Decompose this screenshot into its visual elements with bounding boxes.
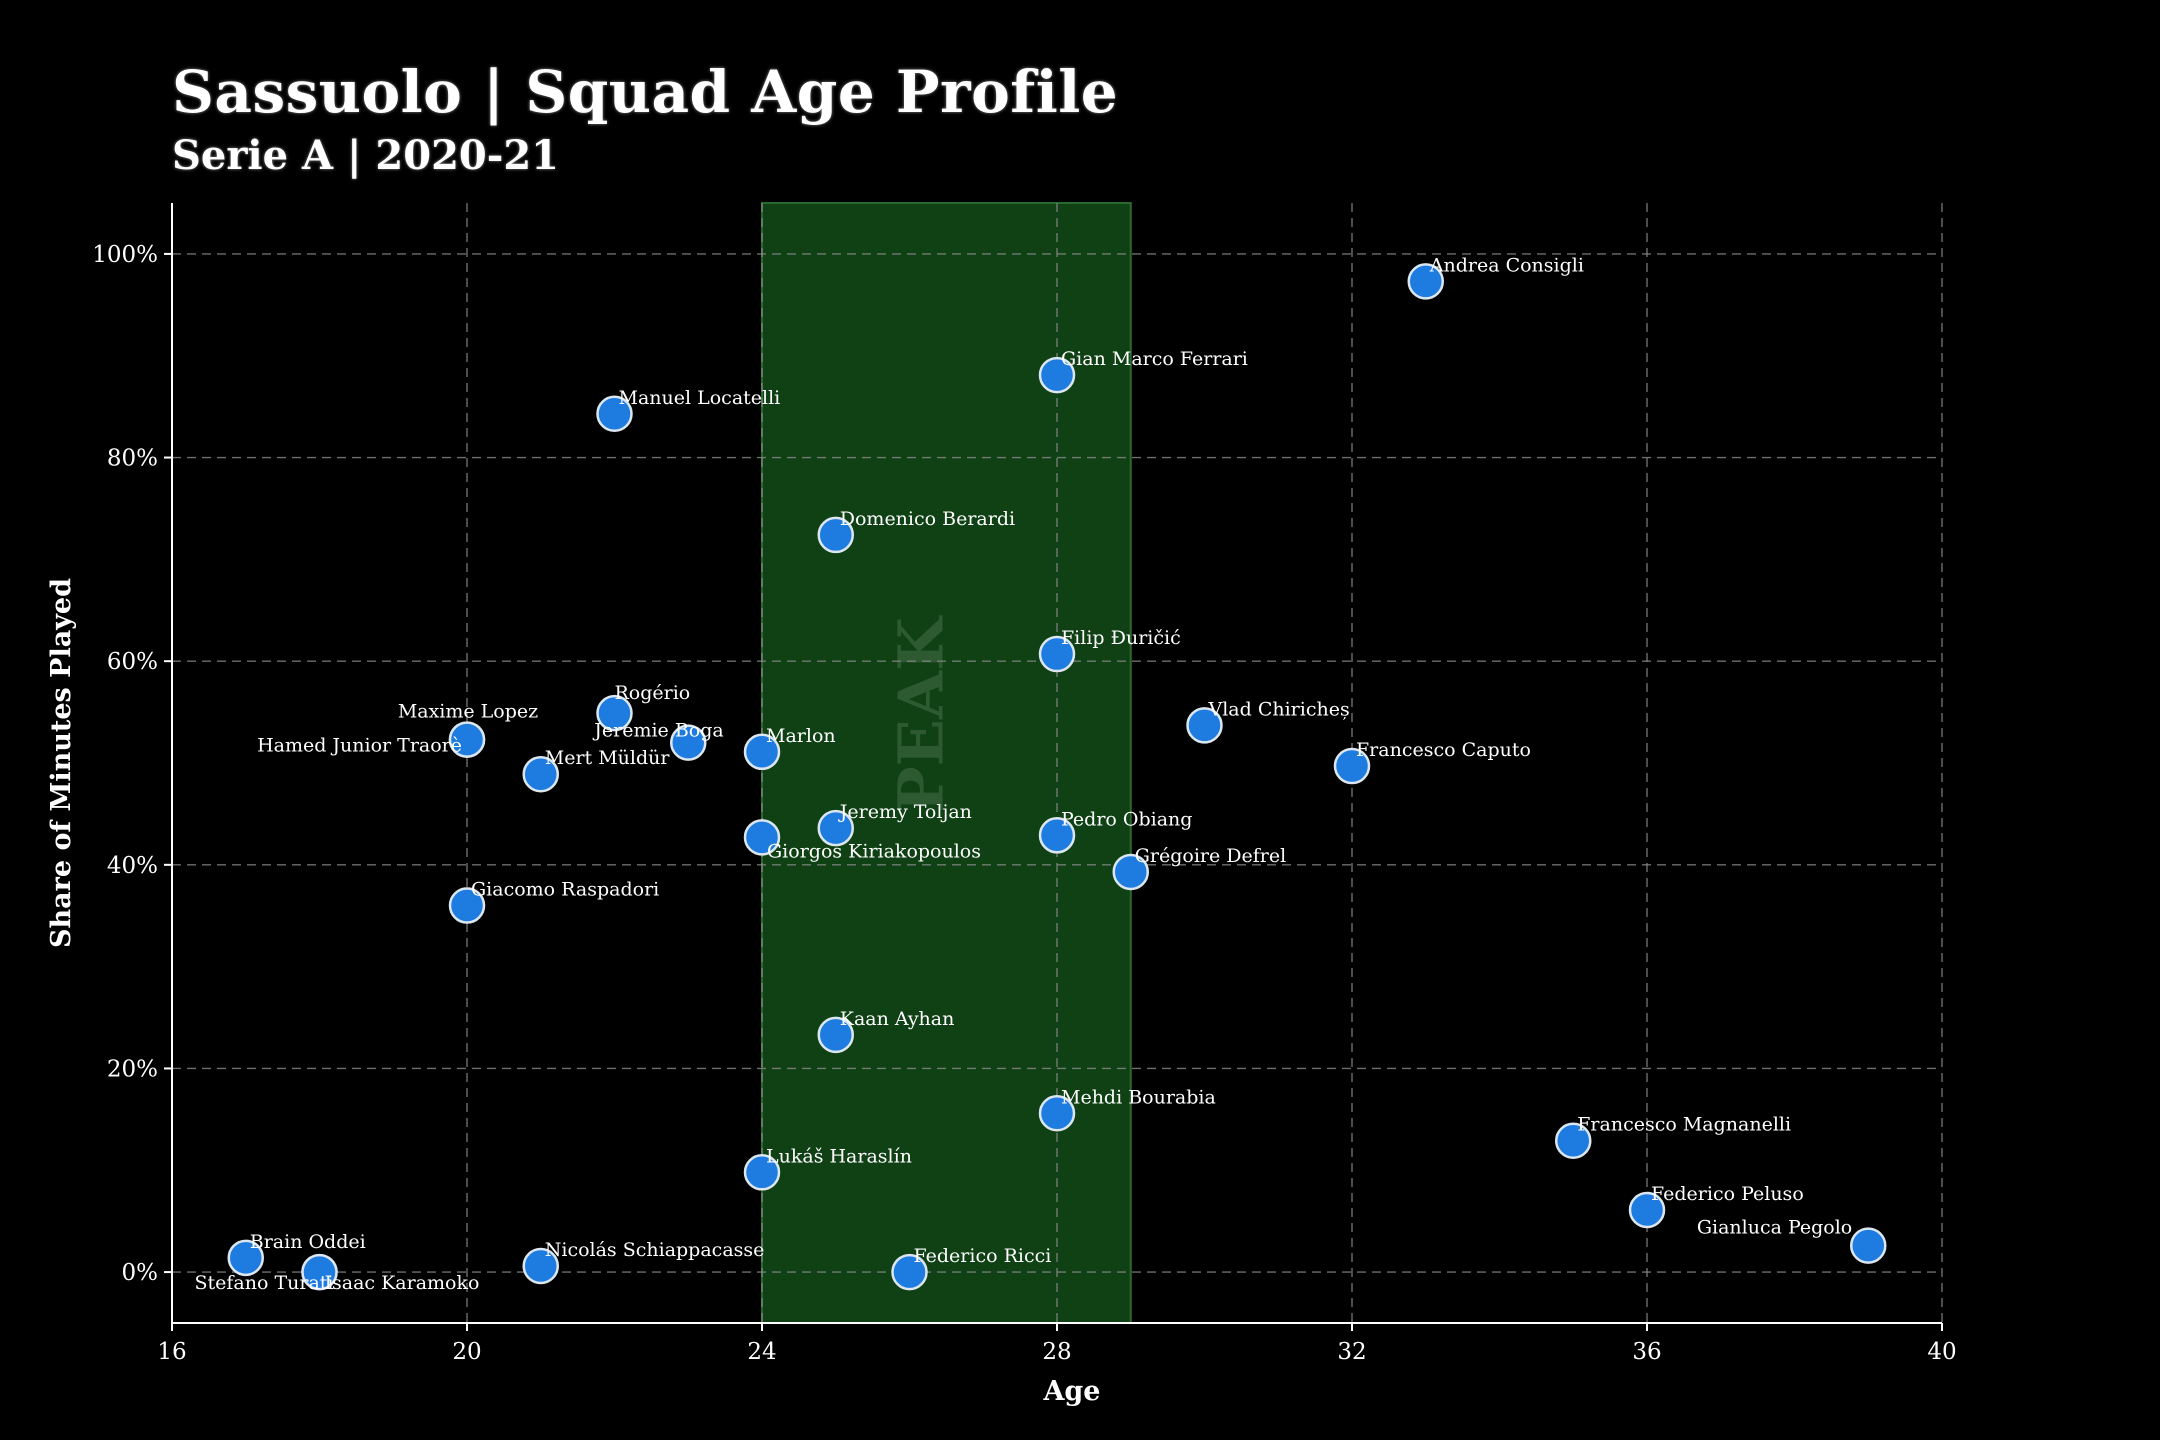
data-point xyxy=(596,395,633,433)
point-label: Hamed Junior Traorè xyxy=(257,735,462,757)
y-tick-label: 60% xyxy=(107,649,158,675)
point-label: Mehdi Bourabia xyxy=(1061,1086,1216,1108)
point-label: Mert Müldür xyxy=(545,747,671,769)
point-label: Federico Peluso xyxy=(1651,1183,1804,1205)
point-label: Isaac Karamoko xyxy=(325,1272,480,1294)
data-point xyxy=(1407,263,1444,300)
point-label: Lukáš Haraslín xyxy=(766,1145,912,1167)
point-label: Giacomo Raspadori xyxy=(471,879,659,901)
data-point xyxy=(448,887,486,924)
data-point xyxy=(522,755,559,793)
chart-title: Sassuolo | Squad Age Profile xyxy=(172,58,1119,126)
point-label: Francesco Magnanelli xyxy=(1577,1114,1791,1136)
data-point xyxy=(1333,747,1371,785)
peak-band xyxy=(761,202,1132,1324)
point-label: Jeremy Toljan xyxy=(838,801,972,823)
x-tick-label: 32 xyxy=(1337,1339,1366,1365)
axes-layer: 16 20 24 28 32 36 40 0% 20% 40% 60% 80% 100% Age Share… xyxy=(46,203,1957,1407)
data-point xyxy=(817,809,854,847)
data-point xyxy=(743,1154,781,1191)
x-tick-label: 24 xyxy=(747,1339,776,1365)
data-point xyxy=(1555,1122,1592,1159)
data-point xyxy=(1112,853,1149,891)
chart-subtitle: Serie A | 2020-21 xyxy=(172,132,560,179)
point-label: Grégoire Defrel xyxy=(1135,845,1286,867)
point-label: Gian Marco Ferrari xyxy=(1061,348,1248,370)
point-label: Francesco Caputo xyxy=(1356,739,1531,761)
data-point xyxy=(1038,356,1076,394)
y-tick-label: 40% xyxy=(107,853,158,879)
data-point xyxy=(1038,817,1076,854)
points-layer xyxy=(227,263,1887,1291)
point-label: Giorgos Kiriakopoulos xyxy=(767,840,981,862)
y-axis-label: Share of Minutes Played xyxy=(46,578,77,948)
data-point xyxy=(1038,635,1076,673)
point-label: Rogério xyxy=(615,682,691,704)
peak-label: PEAK xyxy=(884,615,957,813)
y-tick-label: 20% xyxy=(107,1056,158,1082)
point-label: Brain Oddei xyxy=(250,1231,366,1253)
point-label: Andrea Consigli xyxy=(1429,254,1584,276)
data-point xyxy=(817,516,854,554)
point-labels-layer: Andrea Consigli Gian Marco Ferrari Manuel … xyxy=(195,254,1853,1294)
point-label: Jeremie Boga xyxy=(592,720,723,742)
data-point xyxy=(522,1247,559,1285)
point-label: Manuel Locatelli xyxy=(619,387,781,409)
data-point xyxy=(817,1016,854,1054)
data-point xyxy=(1628,1191,1666,1229)
point-label: Filip Đuričić xyxy=(1061,627,1181,649)
y-tick-label: 80% xyxy=(107,446,158,472)
point-label: Nicolás Schiappacasse xyxy=(545,1239,765,1261)
data-point xyxy=(743,819,781,856)
y-tick-label: 0% xyxy=(122,1260,159,1286)
data-point xyxy=(301,1253,338,1291)
data-point xyxy=(448,721,486,758)
x-tick-label: 36 xyxy=(1632,1339,1661,1365)
x-tick-label: 40 xyxy=(1927,1339,1956,1365)
y-tick-label: 100% xyxy=(92,242,158,268)
data-point xyxy=(1038,1095,1076,1132)
data-point xyxy=(1850,1227,1887,1264)
point-label: Gianluca Pegolo xyxy=(1697,1217,1852,1239)
data-point xyxy=(743,733,781,771)
point-label: Domenico Berardi xyxy=(840,508,1015,530)
data-point xyxy=(670,724,707,761)
point-label: Maxime Lopez xyxy=(398,701,538,723)
data-point xyxy=(1186,707,1223,744)
data-point xyxy=(227,1239,264,1277)
point-label: Marlon xyxy=(766,725,836,747)
x-axis-label: Age xyxy=(1042,1376,1100,1407)
x-tick-label: 20 xyxy=(452,1339,481,1365)
data-point xyxy=(891,1253,928,1291)
x-tick-label: 28 xyxy=(1042,1339,1071,1365)
peak-band-layer: PEAK xyxy=(761,202,1132,1324)
point-label: Federico Ricci xyxy=(914,1245,1052,1267)
point-label: Pedro Obiang xyxy=(1061,808,1192,830)
point-label: Vlad Chiricheș xyxy=(1208,698,1350,720)
x-tick-label: 16 xyxy=(157,1339,186,1365)
point-label: Kaan Ayhan xyxy=(840,1008,955,1030)
data-point xyxy=(596,694,633,732)
point-label: Stefano Turati xyxy=(195,1272,334,1294)
